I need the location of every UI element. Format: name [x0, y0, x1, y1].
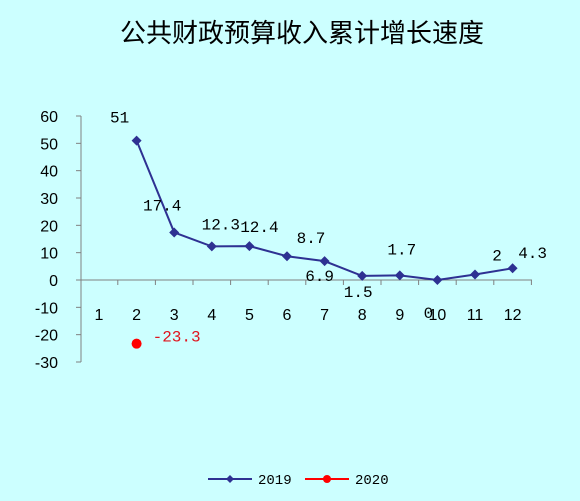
legend-item-2019: 2019 — [208, 473, 292, 489]
x-tick-label: 12 — [504, 307, 522, 324]
data-point — [507, 263, 518, 274]
series-2019: 51 17.4 12.3 12.4 8.7 6.9 1.5 1.7 0 2 4.3 — [110, 110, 547, 323]
data-label: 4.3 — [518, 245, 547, 263]
y-tick-label: 20 — [40, 218, 58, 235]
data-label: 1.7 — [387, 241, 416, 259]
y-tick-label: 40 — [40, 164, 58, 181]
data-point — [432, 275, 443, 285]
x-tick-label: 3 — [170, 307, 179, 324]
legend: 2019 2020 — [208, 473, 389, 489]
y-axis-ticks: 60 50 40 30 20 10 0 -10 -20 -30 — [35, 109, 81, 372]
y-tick-label: 30 — [40, 191, 58, 208]
y-tick-label: 60 — [40, 109, 58, 126]
data-label: 2 — [492, 248, 502, 266]
y-tick-label: 50 — [40, 136, 58, 153]
x-tick-label: 11 — [467, 307, 484, 324]
data-point — [394, 270, 405, 281]
y-tick-label: -20 — [35, 328, 58, 345]
chart-title: 公共财政预算收入累计增长速度 — [120, 19, 484, 49]
y-tick-label: -10 — [35, 300, 58, 317]
legend-label: 2020 — [355, 473, 389, 489]
data-label: 6.9 — [305, 268, 334, 286]
series-layer: 51 17.4 12.3 12.4 8.7 6.9 1.5 1.7 0 2 4.3 -23.3 — [110, 110, 547, 349]
data-point — [470, 269, 480, 280]
data-point — [282, 251, 292, 262]
data-label: 1.5 — [344, 284, 373, 302]
y-tick-label: 10 — [40, 246, 58, 263]
data-label: 12.3 — [202, 216, 240, 234]
x-tick-label: 5 — [245, 307, 254, 324]
data-label: 51 — [110, 110, 129, 128]
x-tick-label: 10 — [429, 307, 447, 324]
legend-marker — [226, 475, 234, 483]
x-tick-label: 1 — [95, 307, 104, 324]
x-tick-label: 9 — [395, 307, 404, 324]
y-tick-label: -30 — [35, 355, 58, 372]
data-label: -23.3 — [153, 329, 201, 347]
data-point — [169, 227, 180, 238]
legend-item-2020: 2020 — [305, 473, 389, 489]
series-2020: -23.3 — [131, 329, 201, 349]
data-point — [206, 241, 217, 252]
data-label: 17.4 — [143, 197, 181, 215]
data-point — [319, 256, 330, 267]
data-point — [357, 270, 368, 281]
x-axis-ticks: 1 2 3 4 5 6 7 8 9 10 11 12 — [95, 280, 532, 324]
legend-marker — [323, 475, 331, 483]
legend-label: 2019 — [258, 473, 292, 489]
data-label: 8.7 — [297, 230, 326, 248]
x-tick-label: 2 — [132, 307, 141, 324]
data-label: 12.4 — [240, 219, 278, 237]
data-point — [244, 241, 255, 252]
data-point — [131, 135, 142, 146]
x-tick-label: 6 — [283, 307, 292, 324]
y-tick-label: 0 — [49, 273, 58, 290]
data-label: 0 — [424, 305, 434, 323]
x-tick-label: 7 — [320, 307, 329, 324]
x-tick-label: 4 — [207, 307, 216, 324]
data-point — [131, 338, 142, 349]
x-tick-label: 8 — [358, 307, 367, 324]
